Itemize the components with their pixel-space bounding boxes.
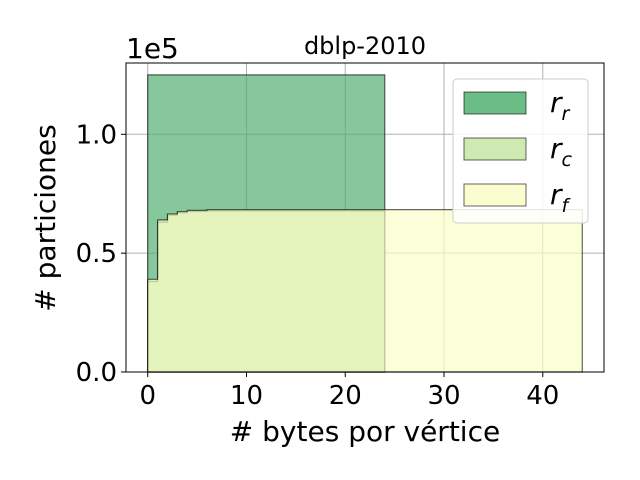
y-tick-label-1: 0.5 [76, 239, 117, 269]
y-axis-label: # particiones [29, 124, 62, 311]
legend-label-r_f: rf [550, 178, 572, 217]
x-tick-label-2: 20 [329, 381, 362, 411]
chart-title: dblp-2010 [304, 32, 426, 60]
x-tick-label-3: 30 [427, 381, 460, 411]
plot-frame [125, 62, 605, 373]
x-tick-label-0: 0 [139, 381, 156, 411]
x-tick-label-4: 40 [526, 381, 559, 411]
legend: rr rc rf [452, 78, 589, 224]
x-axis-label: # bytes por vértice [230, 415, 500, 448]
chart-areas [147, 74, 583, 373]
x-tick-label-1: 10 [230, 381, 263, 411]
x-ticks: 0 10 20 30 40 [139, 372, 559, 411]
y-multiplier: 1e5 [126, 32, 179, 65]
area-r_f [147, 209, 583, 373]
legend-label-r_c: rc [550, 132, 573, 171]
legend-swatch-r_c [463, 137, 527, 161]
legend-label-r_r: rr [550, 86, 571, 125]
y-tick-label-0: 0.0 [76, 358, 117, 388]
legend-swatch-r_f [463, 183, 527, 207]
y-tick-label-2: 1.0 [76, 120, 117, 150]
y-ticks: 0.0 0.5 1.0 [76, 120, 126, 388]
legend-swatch-r_r [463, 91, 527, 115]
